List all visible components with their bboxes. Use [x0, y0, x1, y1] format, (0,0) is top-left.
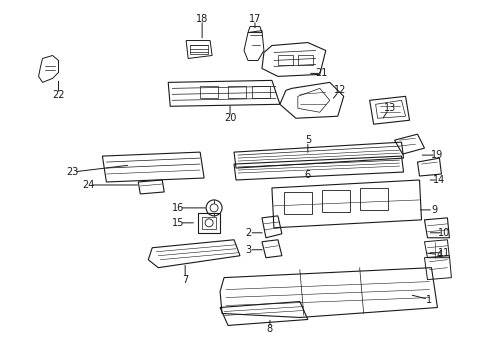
Bar [284, 192, 311, 214]
Text: 24: 24 [82, 180, 95, 190]
Text: 4: 4 [435, 250, 442, 260]
Text: 15: 15 [172, 218, 184, 228]
Text: 18: 18 [196, 14, 208, 24]
Bar [198, 213, 220, 233]
Bar [277, 55, 292, 66]
Text: 23: 23 [66, 167, 79, 177]
Bar [200, 86, 218, 98]
Bar [297, 55, 312, 66]
Text: 6: 6 [304, 170, 310, 180]
Text: 19: 19 [430, 150, 443, 160]
Text: 22: 22 [52, 90, 64, 100]
Text: 7: 7 [182, 275, 188, 285]
Text: 12: 12 [333, 85, 345, 95]
Text: 13: 13 [383, 103, 395, 113]
Text: 1: 1 [426, 294, 432, 305]
Text: 21: 21 [315, 68, 327, 78]
Bar [251, 86, 269, 98]
Bar [227, 86, 245, 98]
Text: 5: 5 [304, 135, 310, 145]
Text: 10: 10 [437, 228, 449, 238]
Text: 9: 9 [430, 205, 437, 215]
Text: 17: 17 [248, 14, 261, 24]
Text: 20: 20 [224, 113, 236, 123]
Text: 11: 11 [437, 248, 449, 258]
Text: 3: 3 [244, 245, 250, 255]
Text: 8: 8 [266, 324, 272, 334]
Bar [359, 188, 387, 210]
Text: 14: 14 [432, 175, 445, 185]
Bar [190, 45, 208, 54]
Bar [321, 190, 349, 212]
Text: 2: 2 [244, 228, 251, 238]
Bar [202, 217, 216, 229]
Text: 16: 16 [172, 203, 184, 213]
